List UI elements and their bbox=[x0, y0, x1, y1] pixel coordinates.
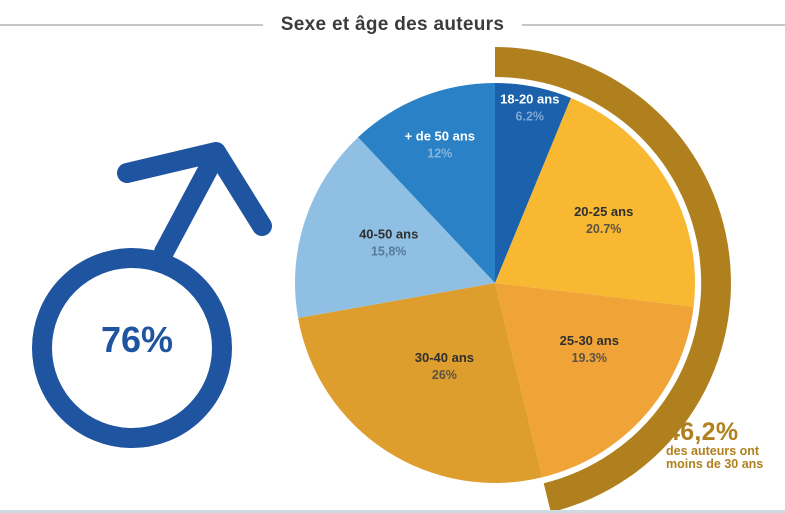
pie-value-30-40-ans: 26% bbox=[432, 368, 457, 382]
pie-segment-de-50-ans bbox=[358, 83, 495, 283]
title-rule-left bbox=[0, 24, 263, 26]
pie-label-20-25-ans: 20-25 ans bbox=[574, 204, 633, 219]
title-row: Sexe et âge des auteurs bbox=[0, 14, 785, 36]
pie-value-40-50-ans: 15,8% bbox=[371, 245, 406, 259]
chart-title: Sexe et âge des auteurs bbox=[280, 14, 505, 35]
title-rule-right bbox=[522, 24, 785, 26]
male-percentage: 76% bbox=[101, 319, 173, 360]
pie-value-de-50-ans: 12% bbox=[427, 147, 452, 161]
highlight-annotation-line2: moins de 30 ans bbox=[666, 457, 764, 471]
male-sign-arrow-shaft bbox=[154, 152, 222, 262]
pie-label-40-50-ans: 40-50 ans bbox=[359, 227, 418, 242]
male-sign-arrow-head bbox=[117, 142, 272, 236]
pie-segment-20-25-ans bbox=[495, 98, 696, 307]
pie-label-de-50-ans: + de 50 ans bbox=[405, 129, 475, 144]
pie-segment-40-50-ans bbox=[295, 137, 495, 318]
page-bottom-border bbox=[0, 510, 785, 513]
male-sign-circle bbox=[32, 248, 232, 448]
highlight-annotation-line1: des auteurs ont bbox=[666, 444, 760, 458]
pie-segment-18-20-ans bbox=[495, 83, 571, 283]
pie-label-30-40-ans: 30-40 ans bbox=[415, 350, 474, 365]
pie-segment-25-30-ans bbox=[495, 283, 694, 478]
highlight-annotation-value: 46,2% bbox=[666, 418, 739, 446]
highlight-arc bbox=[495, 47, 731, 513]
pie-value-25-30-ans: 19.3% bbox=[572, 351, 607, 365]
male-sign-icon bbox=[32, 142, 272, 448]
highlight-annotation: 46,2% des auteurs ont moins de 30 ans bbox=[666, 419, 784, 471]
pie-label-18-20-ans: 18-20 ans bbox=[500, 91, 559, 106]
pie-value-18-20-ans: 6.2% bbox=[516, 109, 545, 123]
pie-segment-30-40-ans bbox=[298, 283, 543, 483]
pie-label-25-30-ans: 25-30 ans bbox=[560, 333, 619, 348]
pie-value-20-25-ans: 20.7% bbox=[586, 222, 621, 236]
